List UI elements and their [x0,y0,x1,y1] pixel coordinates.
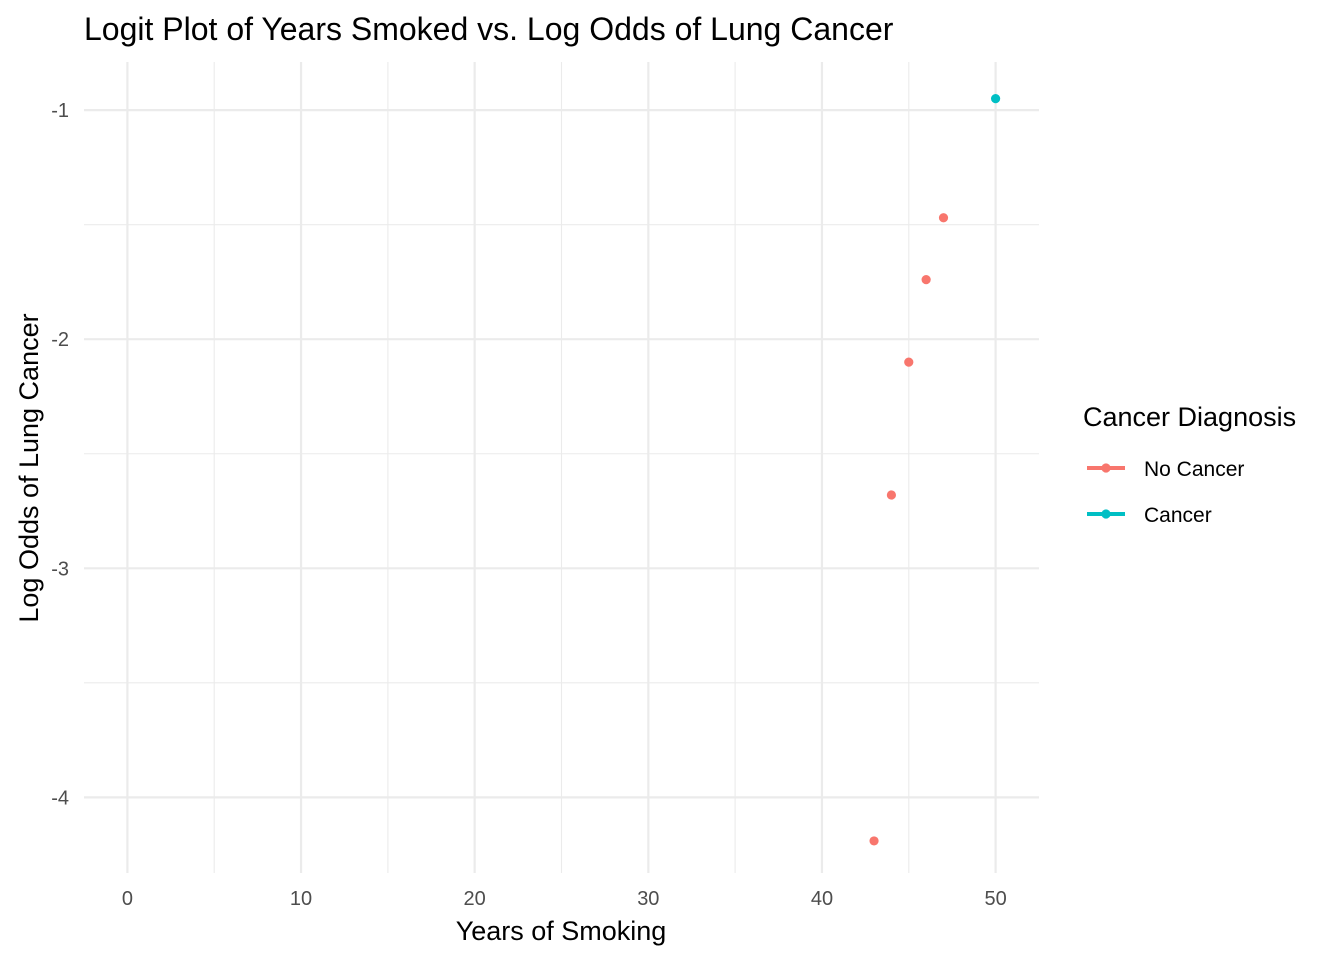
x-tick-label: 40 [811,888,833,910]
legend-key-point [1101,509,1111,519]
x-tick-label: 30 [637,888,659,910]
x-tick-label: 10 [290,888,312,910]
y-tick-label: -2 [51,329,69,351]
legend-label: Cancer [1144,504,1212,527]
x-axis-title: Years of Smoking [456,916,667,946]
x-tick-label: 50 [984,888,1006,910]
data-point-cancer [990,94,1001,104]
y-tick-label: -1 [51,100,69,122]
data-point-no-cancer [869,836,879,846]
x-axis-tick-labels: 0 10 20 30 40 50 [122,888,1007,910]
x-tick-label: 20 [464,888,486,910]
data-point-no-cancer [904,357,914,367]
y-axis-title: Log Odds of Lung Cancer [14,313,44,622]
major-gridlines [84,62,1039,873]
legend-key-point [1101,463,1111,473]
data-point-no-cancer [921,275,931,285]
data-points [869,94,1001,846]
legend: Cancer Diagnosis No Cancer Cancer [1083,402,1296,527]
data-point-no-cancer [886,490,897,500]
minor-gridlines [84,62,1039,873]
chart-title: Logit Plot of Years Smoked vs. Log Odds … [84,11,894,47]
y-tick-label: -4 [51,787,69,809]
y-axis-tick-labels: -1 -2 -3 -4 [51,100,69,809]
legend-items: No Cancer Cancer [1087,458,1244,527]
data-point-no-cancer [938,213,949,223]
y-tick-label: -3 [51,558,69,580]
legend-title: Cancer Diagnosis [1083,402,1296,432]
legend-label: No Cancer [1144,458,1244,481]
x-tick-label: 0 [122,888,133,910]
